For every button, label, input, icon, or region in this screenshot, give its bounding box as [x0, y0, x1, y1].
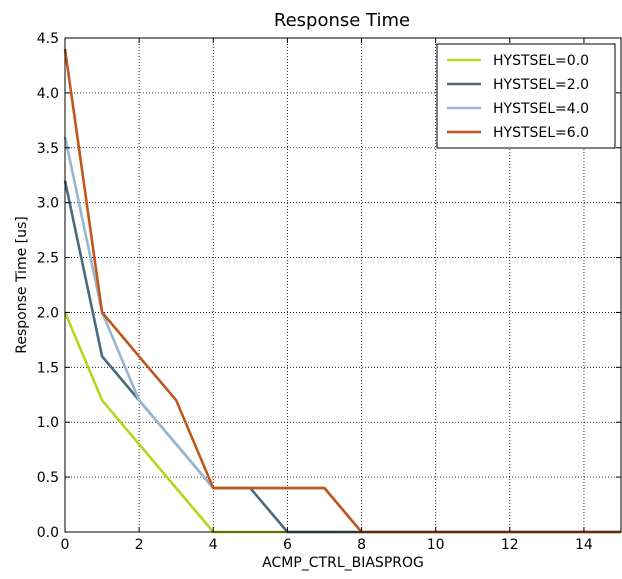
plot-frame — [64, 37, 622, 533]
legend-label: HYSTSEL=2.0 — [493, 77, 589, 93]
y-tick-label: 1.0 — [37, 415, 59, 431]
y-tick-label: 3.5 — [37, 141, 59, 157]
y-tick-label: 2.0 — [37, 305, 59, 321]
legend-label: HYSTSEL=0.0 — [493, 53, 589, 69]
y-tick-label: 0.5 — [37, 470, 59, 486]
x-tick-label: 12 — [501, 537, 519, 553]
x-tick-label: 14 — [575, 537, 593, 553]
x-tick-label: 10 — [427, 537, 445, 553]
legend-label: HYSTSEL=4.0 — [493, 101, 589, 117]
chart-title: Response Time — [274, 10, 410, 31]
y-tick-label: 4.5 — [37, 31, 59, 47]
x-tick-label: 6 — [283, 537, 292, 553]
y-axis-ticks: 0.0 0.5 1.0 1.5 2.0 2.5 3.0 3.5 4.0 4.5 — [37, 31, 621, 541]
x-tick-label: 8 — [357, 537, 366, 553]
legend: HYSTSEL=0.0 HYSTSEL=2.0 HYSTSEL=4.0 HYSTSEL… — [436, 43, 616, 149]
legend-label: HYSTSEL=6.0 — [493, 125, 589, 141]
y-tick-label: 4.0 — [37, 86, 59, 102]
y-tick-label: 1.5 — [37, 360, 59, 376]
grid-lines — [65, 38, 621, 532]
x-tick-label: 2 — [135, 537, 144, 553]
x-axis-label: ACMP_CTRL_BIASPROG — [262, 555, 424, 571]
y-tick-label: 0.0 — [37, 525, 59, 541]
series-line-hystsel-0-0 — [63, 311, 621, 534]
x-axis-ticks: 0 2 4 6 8 10 12 14 — [61, 38, 593, 553]
x-tick-label: 4 — [209, 537, 218, 553]
series-line-hystsel-4-0 — [63, 136, 621, 534]
y-tick-label: 3.0 — [37, 196, 59, 212]
y-tick-label: 2.5 — [37, 251, 59, 267]
legend-box — [436, 43, 616, 149]
x-tick-label: 0 — [61, 537, 70, 553]
y-axis-label: Response Time [us] — [14, 216, 30, 354]
series-line-hystsel-2-0 — [63, 180, 621, 534]
